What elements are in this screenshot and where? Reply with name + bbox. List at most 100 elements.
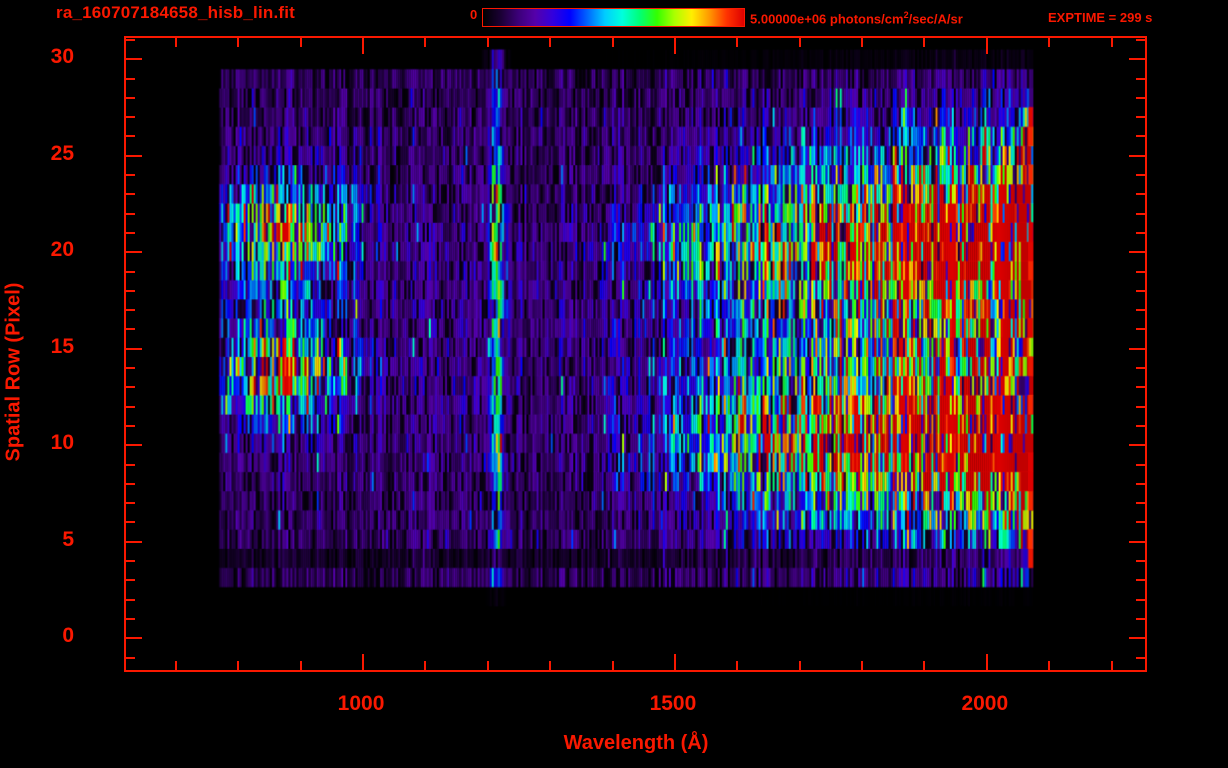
y-minor-tick-right: [1136, 96, 1145, 99]
x-minor-tick-top: [1110, 38, 1113, 47]
y-minor-tick: [126, 463, 135, 466]
y-minor-tick-right: [1136, 598, 1145, 601]
y-minor-tick: [126, 386, 135, 389]
x-minor-tick: [299, 661, 302, 670]
y-ticklabel: 5: [62, 527, 74, 551]
x-minor-tick-top: [237, 38, 240, 47]
y-minor-tick-right: [1136, 656, 1145, 659]
y-minor-tick: [126, 289, 135, 292]
y-minor-tick-right: [1136, 270, 1145, 273]
y-major-tick: [126, 540, 142, 543]
y-minor-tick: [126, 656, 135, 659]
y-minor-tick-right: [1136, 405, 1145, 408]
x-minor-tick-top: [861, 38, 864, 47]
x-minor-tick-top: [486, 38, 489, 47]
y-minor-tick-right: [1136, 309, 1145, 312]
x-minor-tick-top: [174, 38, 177, 47]
y-minor-tick-right: [1136, 521, 1145, 524]
y-minor-tick-right: [1136, 560, 1145, 563]
colorbar-units-exponent: 2: [903, 10, 909, 20]
y-major-tick-right: [1129, 58, 1145, 61]
y-minor-tick-right: [1136, 174, 1145, 177]
y-major-tick: [126, 251, 142, 254]
y-ticklabel: 20: [50, 238, 74, 262]
x-minor-tick-top: [424, 38, 427, 47]
y-minor-tick-right: [1136, 116, 1145, 119]
colorbar: [482, 8, 745, 27]
y-minor-tick: [126, 77, 135, 80]
x-minor-tick-top: [1048, 38, 1051, 47]
y-minor-tick-right: [1136, 289, 1145, 292]
y-minor-tick-right: [1136, 77, 1145, 80]
colorbar-gradient: [483, 9, 744, 26]
page-title: ra_160707184658_hisb_lin.fit: [56, 3, 296, 22]
x-major-tick: [673, 654, 676, 670]
exptime-label: EXPTIME = 299 s: [1048, 10, 1153, 25]
y-major-tick-right: [1129, 251, 1145, 254]
y-minor-tick: [126, 174, 135, 177]
y-minor-tick: [126, 367, 135, 370]
y-minor-tick: [126, 502, 135, 505]
colorbar-min-label: 0: [470, 7, 478, 22]
y-ticklabel: 0: [62, 624, 74, 648]
y-axis-title: Spatial Row (Pixel): [2, 282, 25, 462]
x-major-tick-top: [362, 38, 365, 54]
y-major-tick: [126, 444, 142, 447]
x-minor-tick: [237, 661, 240, 670]
x-minor-tick: [861, 661, 864, 670]
y-major-tick: [126, 58, 142, 61]
x-ticklabel: 1000: [337, 692, 385, 715]
y-ticklabel: 15: [50, 334, 74, 358]
y-ticklabel: 25: [50, 141, 74, 165]
y-minor-tick: [126, 617, 135, 620]
y-minor-tick: [126, 212, 135, 215]
x-minor-tick-top: [798, 38, 801, 47]
y-minor-tick: [126, 309, 135, 312]
y-minor-tick-right: [1136, 502, 1145, 505]
x-minor-tick-top: [923, 38, 926, 47]
x-minor-tick-top: [549, 38, 552, 47]
y-minor-tick: [126, 405, 135, 408]
x-minor-tick: [549, 661, 552, 670]
y-minor-tick: [126, 598, 135, 601]
y-minor-tick-right: [1136, 386, 1145, 389]
y-minor-tick-right: [1136, 193, 1145, 196]
y-major-tick: [126, 154, 142, 157]
colorbar-units-post: /sec/A/sr: [908, 11, 963, 27]
x-major-tick: [985, 654, 988, 670]
y-minor-tick: [126, 231, 135, 234]
colorbar-max-label: 5.00000e+06 photons/cm2/sec/A/sr: [750, 10, 963, 26]
x-minor-tick: [611, 661, 614, 670]
x-ticklabel: 2000: [961, 692, 1009, 715]
y-minor-tick: [126, 482, 135, 485]
y-minor-tick: [126, 424, 135, 427]
y-major-tick-right: [1129, 637, 1145, 640]
y-minor-tick: [126, 579, 135, 582]
y-minor-tick-right: [1136, 463, 1145, 466]
x-minor-tick: [424, 661, 427, 670]
plot-frame: [124, 36, 1147, 672]
y-minor-tick: [126, 116, 135, 119]
y-major-tick: [126, 637, 142, 640]
colorbar-max-value: 5.00000e+06: [750, 11, 827, 27]
x-major-tick: [362, 654, 365, 670]
y-minor-tick-right: [1136, 231, 1145, 234]
y-major-tick-right: [1129, 347, 1145, 350]
x-minor-tick: [736, 661, 739, 670]
y-minor-tick-right: [1136, 367, 1145, 370]
y-major-tick-right: [1129, 444, 1145, 447]
y-minor-tick-right: [1136, 135, 1145, 138]
y-major-tick-right: [1129, 540, 1145, 543]
colorbar-units-pre: photons/cm: [826, 11, 904, 27]
y-minor-tick-right: [1136, 212, 1145, 215]
y-minor-tick: [126, 38, 135, 41]
y-minor-tick-right: [1136, 328, 1145, 331]
y-minor-tick-right: [1136, 482, 1145, 485]
x-minor-tick: [486, 661, 489, 670]
y-major-tick-right: [1129, 154, 1145, 157]
x-ticklabel: 1500: [649, 692, 697, 715]
y-minor-tick: [126, 560, 135, 563]
x-axis-title: Wavelength (Å): [563, 732, 709, 754]
y-minor-tick-right: [1136, 617, 1145, 620]
